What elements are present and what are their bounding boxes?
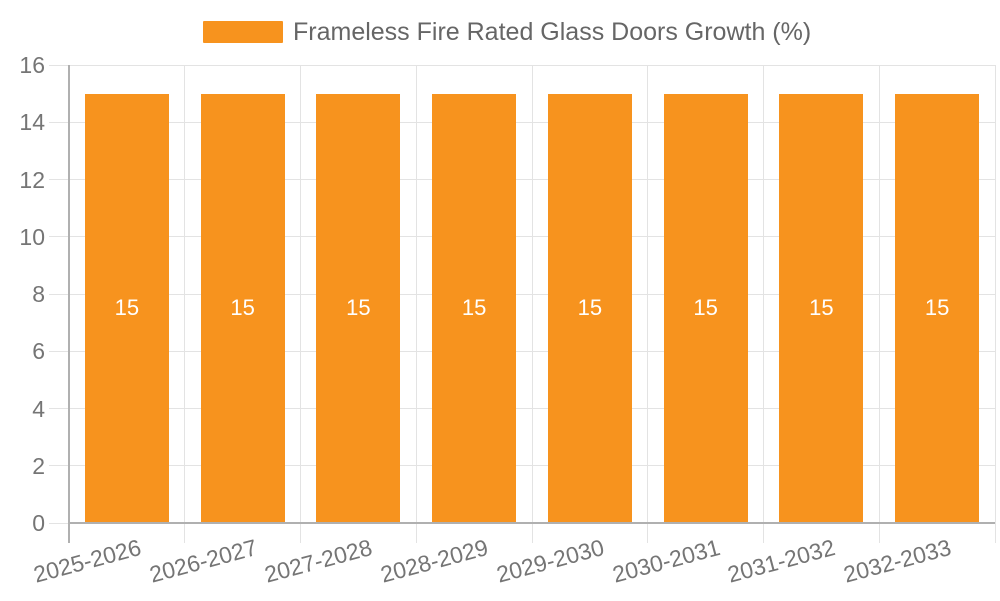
y-tick-label: 0 <box>32 510 45 536</box>
y-tick-label: 10 <box>19 223 45 250</box>
gridline-horizontal <box>49 121 995 123</box>
gridline-horizontal <box>49 408 995 409</box>
gridline-horizontal <box>49 179 995 180</box>
gridline-vertical <box>647 65 649 543</box>
x-axis-line <box>69 522 995 524</box>
bar-value-label: 15 <box>809 295 834 321</box>
gridline-horizontal <box>49 350 995 352</box>
legend-swatch <box>203 21 283 43</box>
bar-value-label: 15 <box>924 295 950 321</box>
gridline-horizontal <box>49 465 995 467</box>
y-axis-tick <box>49 522 69 524</box>
bar: 15 <box>779 93 864 523</box>
bar-value-label: 15 <box>461 295 487 321</box>
legend-label: Frameless Fire Rated Glass Doors Growth … <box>293 18 812 46</box>
legend[interactable]: Frameless Fire Rated Glass Doors Growth … <box>0 0 1000 56</box>
y-tick-label: 16 <box>19 52 45 78</box>
gridline-vertical <box>531 65 533 543</box>
gridline-vertical <box>184 65 186 543</box>
bar-value-label: 15 <box>114 295 140 321</box>
bar-value-label: 15 <box>346 295 371 321</box>
bar: 15 <box>200 93 285 523</box>
gridline-vertical <box>878 65 880 543</box>
bar-value-label: 15 <box>230 295 255 321</box>
gridline-horizontal <box>49 236 995 238</box>
bar: 15 <box>895 93 980 523</box>
gridline-vertical <box>763 65 764 543</box>
gridline-vertical <box>415 65 417 543</box>
gridline-horizontal <box>49 293 995 295</box>
gridline-vertical <box>994 65 996 543</box>
bar: 15 <box>663 93 748 523</box>
bar: 15 <box>84 93 169 523</box>
y-tick-label: 8 <box>32 281 45 307</box>
y-tick-label: 4 <box>32 395 45 422</box>
y-tick-label: 14 <box>19 109 45 136</box>
bar-value-label: 15 <box>693 295 718 321</box>
bar: 15 <box>432 93 517 523</box>
bar: 15 <box>547 93 632 523</box>
bar-value-label: 15 <box>577 295 603 321</box>
y-tick-label: 12 <box>19 166 45 193</box>
y-tick-label: 6 <box>32 338 45 365</box>
y-axis-line <box>68 65 70 543</box>
gridline-horizontal <box>49 64 995 66</box>
bar: 15 <box>316 93 401 523</box>
gridline-vertical <box>300 65 301 543</box>
y-tick-label: 2 <box>32 452 45 479</box>
